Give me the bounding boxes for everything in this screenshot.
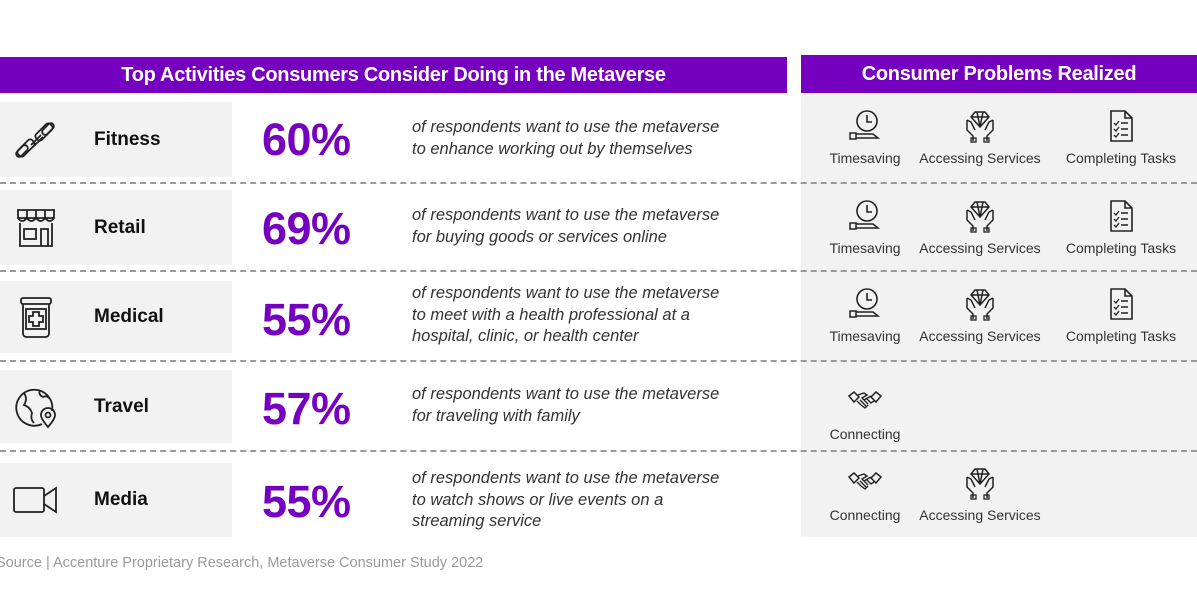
description-line: for buying goods or services online <box>412 227 667 246</box>
storefront-icon <box>12 204 60 252</box>
problem-item: Accessing Services <box>915 286 1045 344</box>
problem-item: Timesaving <box>800 108 930 166</box>
problem-list: Connecting Accessing Services <box>801 465 1197 545</box>
problem-label: Accessing Services <box>919 507 1041 523</box>
problem-item: Timesaving <box>800 286 930 344</box>
activity-label: Retail <box>94 216 146 238</box>
problem-label: Accessing Services <box>919 328 1041 344</box>
dumbbell-icon <box>12 116 60 164</box>
diamond-hands-icon <box>962 286 998 322</box>
activity-description: of respondents want to use the metaverse… <box>412 384 792 427</box>
problem-label: Connecting <box>829 426 901 442</box>
activity-label: Fitness <box>94 128 161 150</box>
problem-label: Timesaving <box>829 328 901 344</box>
globe-pin-icon <box>12 383 60 431</box>
problem-list: Timesaving Accessing Services Completing T… <box>801 198 1197 278</box>
activity-percent: 55% <box>262 476 351 527</box>
activity-description: of respondents want to use the metaverse… <box>412 117 792 160</box>
problem-item: Completing Tasks <box>1056 286 1186 344</box>
row-divider <box>0 182 1197 184</box>
activity-percent: 57% <box>262 383 351 434</box>
clock-hand-icon <box>847 286 883 322</box>
medicine-jar-icon <box>12 293 60 341</box>
checklist-icon <box>1103 198 1139 234</box>
diamond-hands-icon <box>962 108 998 144</box>
problem-label: Completing Tasks <box>1065 240 1177 256</box>
problems-panel <box>801 93 1197 537</box>
activity-percent: 55% <box>262 294 351 345</box>
problem-item: Timesaving <box>800 198 930 256</box>
description-line: to meet with a health professional at a <box>412 305 690 324</box>
description-line: for traveling with family <box>412 406 580 425</box>
activity-label-box: Media <box>0 463 232 537</box>
activity-label: Medical <box>94 306 164 327</box>
activity-percent: 69% <box>262 203 351 254</box>
problem-label: Accessing Services <box>919 150 1041 166</box>
description-line: of respondents want to use the metaverse <box>412 385 720 403</box>
problem-list: Timesaving Accessing Services Completing T… <box>801 286 1197 366</box>
handshake-icon <box>847 465 883 501</box>
activity-label-box: Retail <box>0 190 232 265</box>
problem-label: Completing Tasks <box>1065 328 1177 344</box>
problem-item: Connecting <box>800 384 930 442</box>
description-line: hospital, clinic, or health center <box>412 327 639 345</box>
source-note: Source | Accenture Proprietary Research,… <box>0 555 484 571</box>
activity-percent: 60% <box>262 114 351 165</box>
problem-label: Connecting <box>829 507 901 523</box>
problem-label: Timesaving <box>829 240 901 256</box>
clock-hand-icon <box>847 108 883 144</box>
row-divider <box>0 360 1197 362</box>
problem-item: Completing Tasks <box>1056 108 1186 166</box>
problem-list: Connecting <box>801 384 1197 464</box>
row-divider <box>0 450 1197 452</box>
problem-item: Accessing Services <box>915 198 1045 256</box>
problem-item: Accessing Services <box>915 108 1045 166</box>
problem-item: Connecting <box>800 465 930 523</box>
diamond-hands-icon <box>962 198 998 234</box>
activity-description: of respondents want to use the metaverse… <box>412 283 792 348</box>
row-divider <box>0 270 1197 272</box>
description-line: streaming service <box>412 512 542 530</box>
activity-label-box: Fitness <box>0 102 232 177</box>
description-line: to enhance working out by themselves <box>412 139 693 158</box>
problem-label: Completing Tasks <box>1065 150 1177 166</box>
handshake-icon <box>847 384 883 420</box>
problem-item: Accessing Services <box>915 465 1045 523</box>
clock-hand-icon <box>847 198 883 234</box>
activity-description: of respondents want to use the metaverse… <box>412 205 792 248</box>
activity-label: Media <box>94 489 148 510</box>
activity-label: Travel <box>94 395 149 417</box>
description-line: of respondents want to use the metaverse <box>412 469 720 487</box>
description-line: of respondents want to use the metaverse <box>412 206 720 224</box>
checklist-icon <box>1103 108 1139 144</box>
checklist-icon <box>1103 286 1139 322</box>
problems-header: Consumer Problems Realized <box>801 55 1197 93</box>
activity-description: of respondents want to use the metaverse… <box>412 468 792 533</box>
problem-label: Timesaving <box>829 150 901 166</box>
activities-header: Top Activities Consumers Consider Doing … <box>0 57 787 93</box>
description-line: of respondents want to use the metaverse <box>412 284 720 302</box>
video-camera-icon <box>12 476 60 524</box>
problem-list: Timesaving Accessing Services Completing T… <box>801 108 1197 188</box>
diamond-hands-icon <box>962 465 998 501</box>
description-line: of respondents want to use the metaverse <box>412 118 720 136</box>
problem-label: Accessing Services <box>919 240 1041 256</box>
activity-label-box: Medical <box>0 281 232 353</box>
description-line: to watch shows or live events on a <box>412 490 664 509</box>
activity-label-box: Travel <box>0 370 232 443</box>
problem-item: Completing Tasks <box>1056 198 1186 256</box>
